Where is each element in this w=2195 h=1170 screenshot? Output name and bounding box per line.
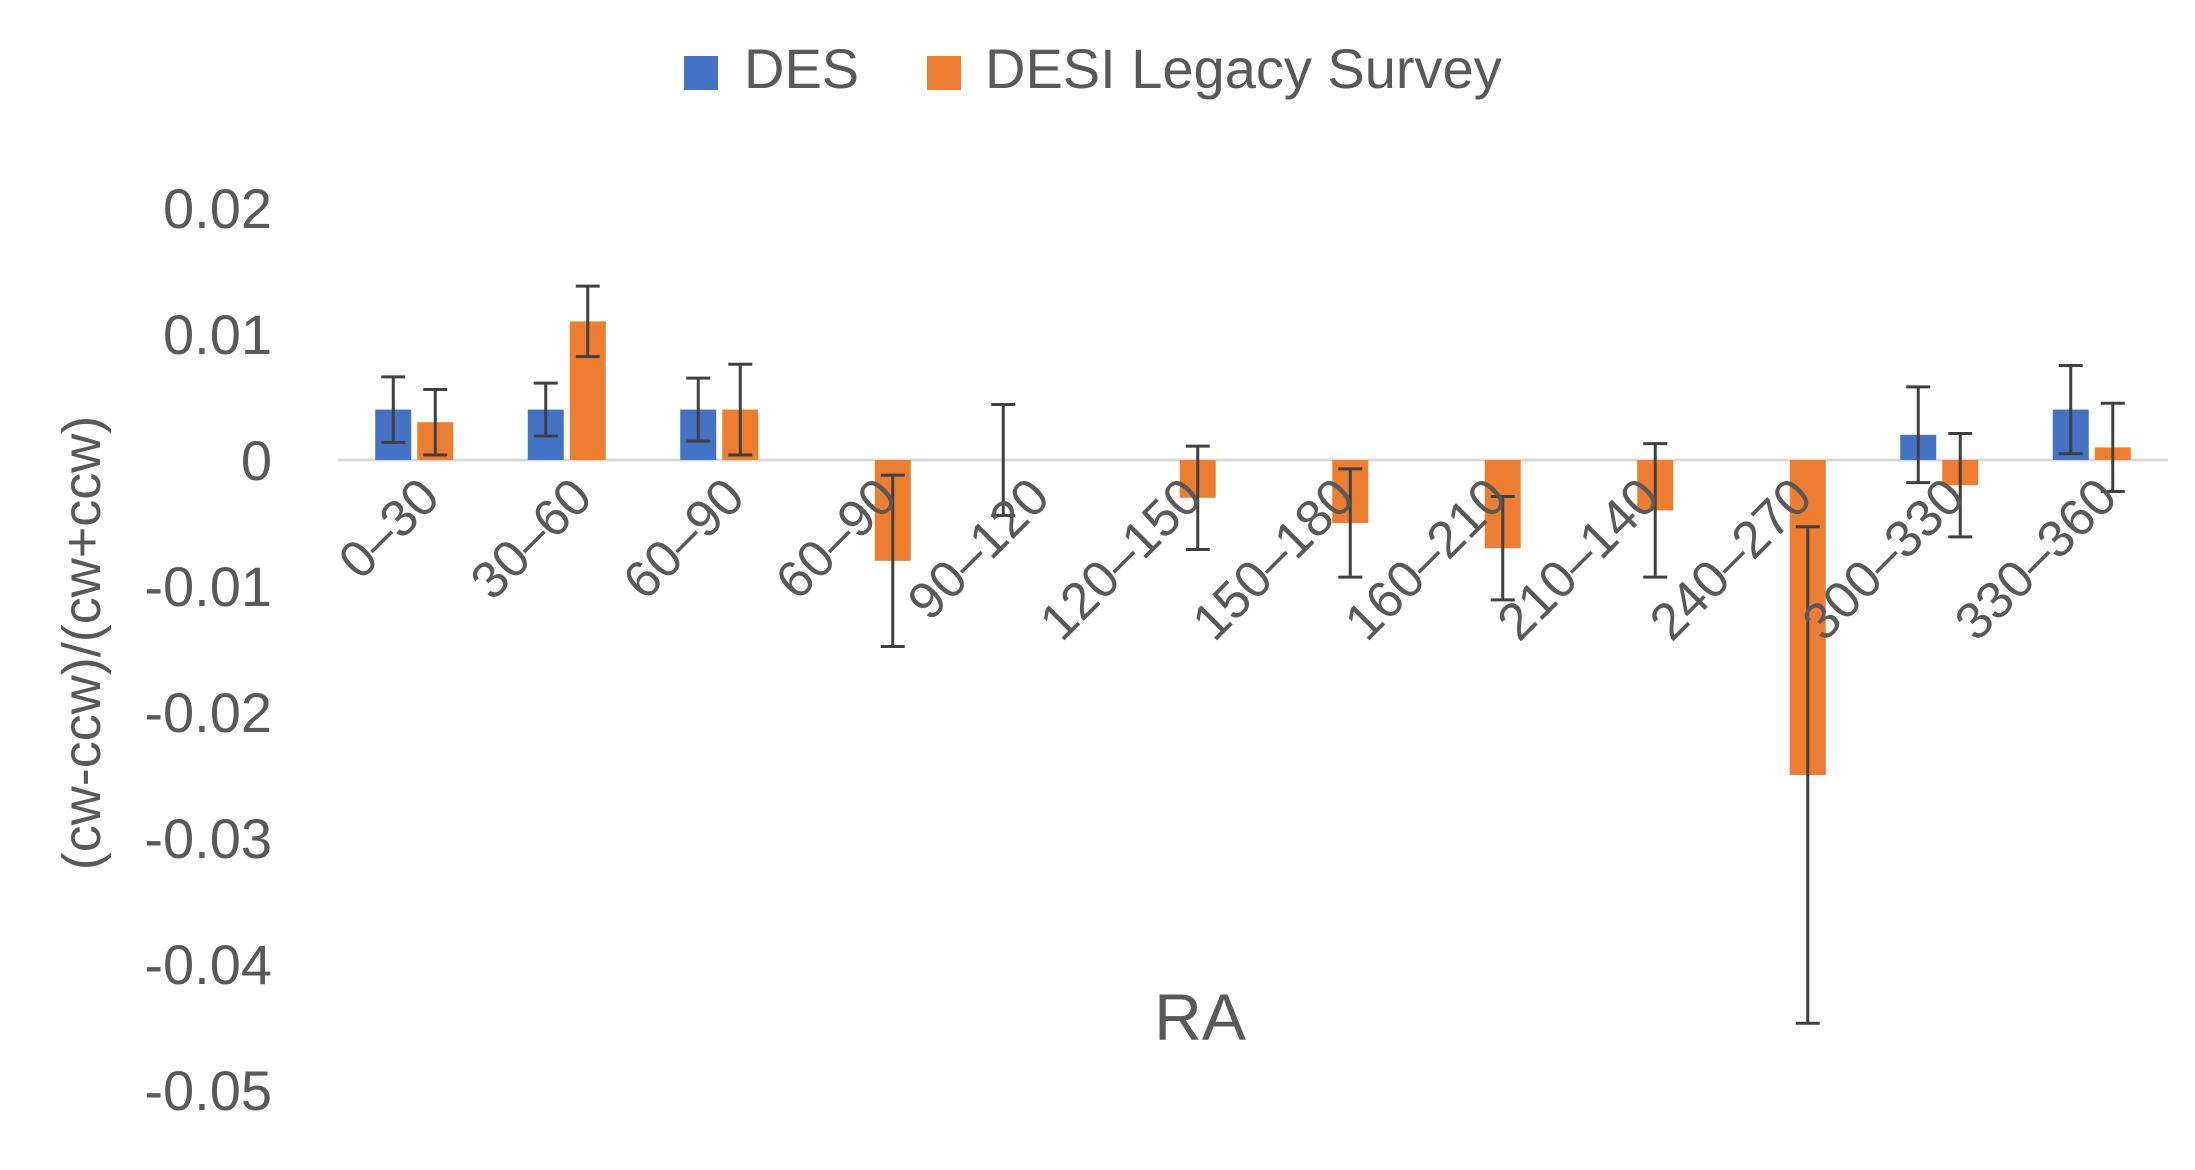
y-tick-label: 0.01 (163, 303, 272, 366)
x-tick-label: 30–60 (460, 467, 603, 610)
error-bars (381, 284, 2125, 1025)
y-tick-label: -0.05 (144, 1059, 272, 1122)
x-axis-label-group: RA (1154, 980, 1246, 1054)
y-axis-label-group: (cw-ccw)/(cw+ccw) (52, 416, 112, 870)
x-tick-label: 330–360 (1944, 467, 2128, 651)
y-axis: 0.02 0.01 0 -0.01 -0.02 -0.03 -0.04 -0.05 (144, 177, 272, 1122)
y-tick-label: -0.03 (144, 807, 272, 870)
error-bar-desi-legacy-survey (1185, 444, 1210, 551)
y-axis-label: (cw-ccw)/(cw+ccw) (52, 416, 112, 870)
error-bar-desi-legacy-survey (1643, 442, 1668, 579)
y-tick-label: -0.01 (144, 555, 272, 618)
x-tick-label: 0–30 (328, 467, 451, 590)
x-axis-tick-labels: 0–30 30–60 60–90 60–9090–120120–150150–1801… (328, 467, 2128, 651)
x-tick-label: 120–150 (1029, 467, 1213, 651)
error-bar-des (991, 403, 1016, 517)
legend-swatch-des (684, 56, 718, 90)
error-bar-desi-legacy-survey (423, 387, 448, 457)
error-bar-des (1906, 385, 1931, 485)
error-bar-desi-legacy-survey (1795, 525, 1820, 1025)
error-bar-desi-legacy-survey (2100, 401, 2125, 493)
y-tick-label: 0.02 (163, 177, 272, 240)
y-tick-label: -0.04 (144, 933, 272, 996)
error-bar-des (381, 375, 406, 444)
error-bar-desi-legacy-survey (1338, 467, 1363, 579)
legend: DES DESI Legacy Survey (684, 37, 1502, 100)
legend-swatch-desi-legacy-survey (927, 56, 961, 90)
y-tick-label: 0 (241, 429, 272, 492)
legend-label-des: DES (744, 37, 859, 100)
legend-label-desi-legacy-survey: DESI Legacy Survey (985, 37, 1502, 100)
error-bar-desi-legacy-survey (880, 473, 905, 648)
error-bar-des (2058, 364, 2083, 456)
error-bar-des (686, 376, 711, 443)
error-bar-desi-legacy-survey (1948, 432, 1973, 539)
error-bar-des (533, 381, 558, 438)
error-bar-desi-legacy-survey (728, 362, 753, 457)
error-bar-desi-legacy-survey (1490, 495, 1515, 602)
y-tick-label: -0.02 (144, 681, 272, 744)
x-tick-label: 60–90 (612, 467, 755, 610)
error-bar-desi-legacy-survey (575, 284, 600, 359)
x-axis-label: RA (1154, 980, 1246, 1054)
